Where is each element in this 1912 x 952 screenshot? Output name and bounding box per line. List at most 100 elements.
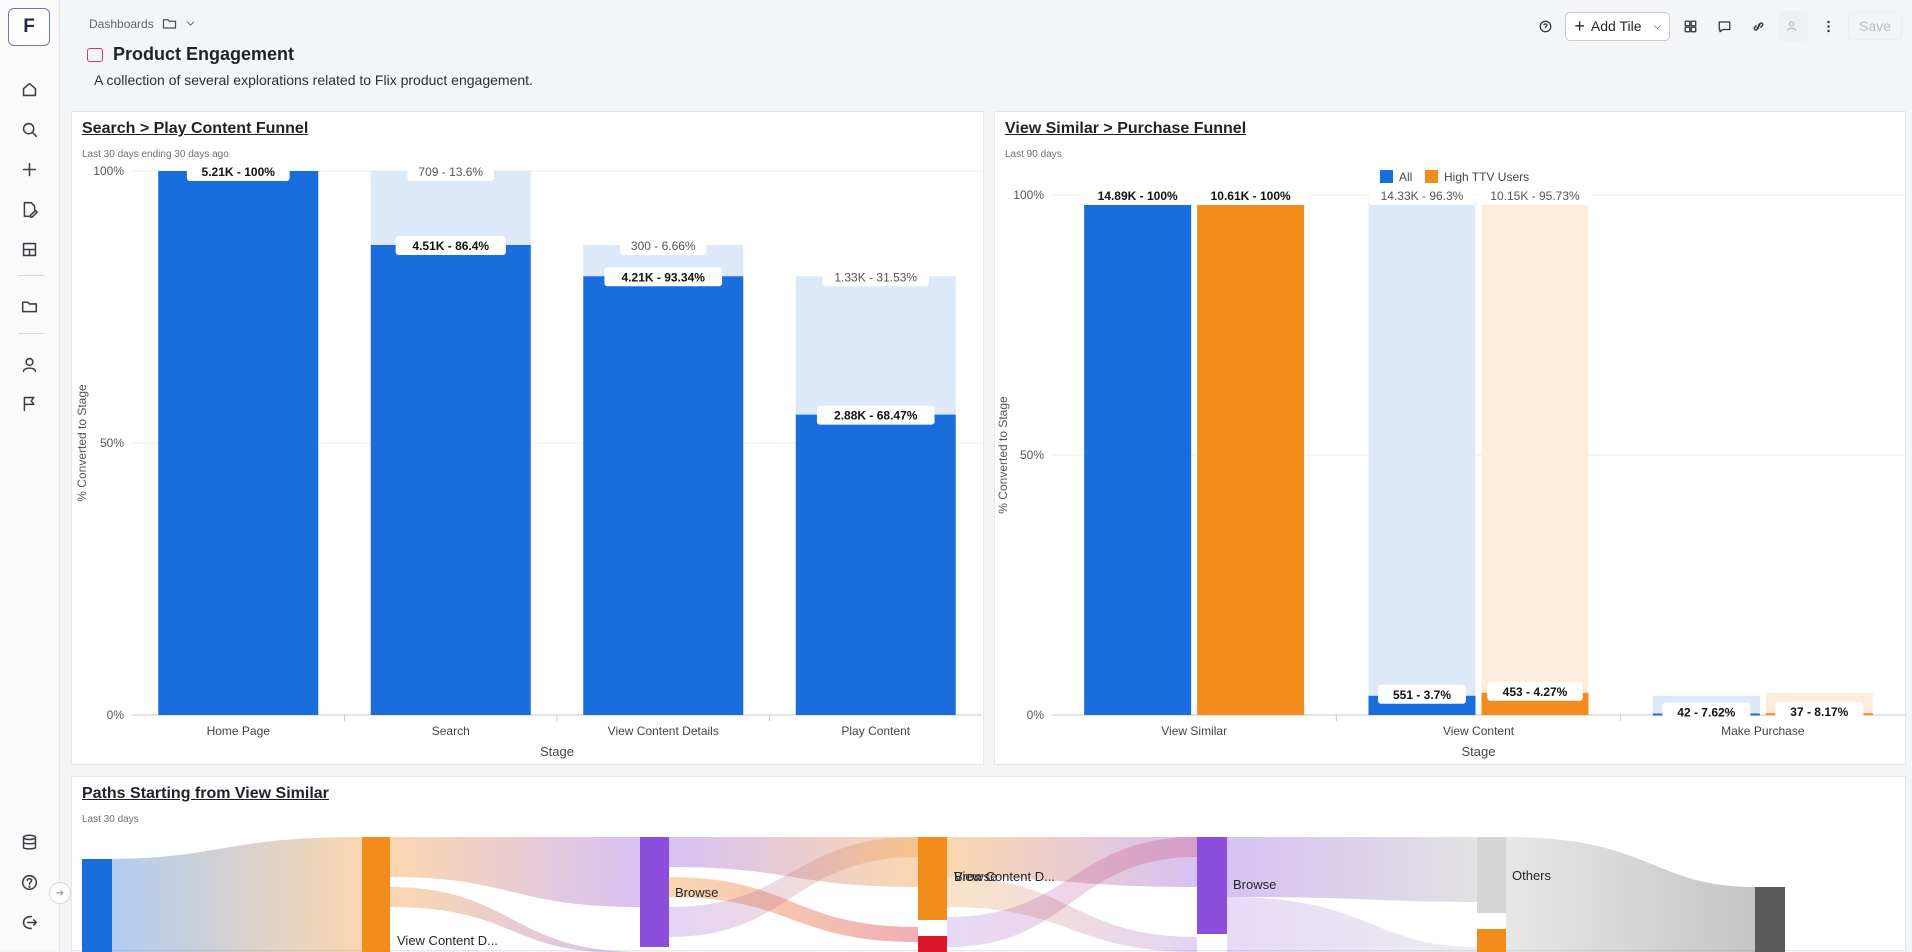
add-tile-label: Add Tile xyxy=(1590,18,1642,34)
legend-label: All xyxy=(1399,170,1412,184)
chevron-down-icon[interactable]: ⌵ xyxy=(1653,20,1662,32)
converted-data-label: 4.21K - 93.34% xyxy=(622,270,706,284)
converted-data-label-bg xyxy=(816,405,935,425)
logout-icon[interactable] xyxy=(16,909,42,935)
help-icon[interactable] xyxy=(16,869,42,895)
x-tick-label: Home Page xyxy=(207,724,271,738)
sidebar-divider xyxy=(18,275,44,276)
search-icon[interactable] xyxy=(16,116,42,142)
dropped-bar xyxy=(1368,195,1476,696)
x-tick-label: View Similar xyxy=(1161,724,1227,738)
sankey-node xyxy=(640,837,669,947)
top-bar: Dashboards Product Engagement A collecti… xyxy=(60,0,1912,88)
save-button[interactable]: Save xyxy=(1848,12,1902,40)
x-tick-label: View Content Details xyxy=(608,724,719,738)
sankey-node-label: Browse xyxy=(675,885,718,900)
database-icon[interactable] xyxy=(16,829,42,855)
sankey-node-label: Browse xyxy=(954,869,997,884)
dashboard-toolbar: + Add Tile ⌵ Save xyxy=(1531,11,1902,41)
y-axis-label: % Converted to Stage xyxy=(996,396,1010,514)
converted-data-label: 551 - 3.7% xyxy=(1393,688,1451,702)
link-icon[interactable] xyxy=(1744,12,1772,40)
sankey-flow xyxy=(947,877,1197,952)
converted-data-label: 10.61K - 100% xyxy=(1211,189,1291,203)
flag-icon[interactable] xyxy=(16,390,42,416)
converted-data-label: 37 - 8.17% xyxy=(1790,705,1848,719)
converted-bar xyxy=(1084,195,1192,715)
y-tick-label: 100% xyxy=(93,164,124,178)
sankey-node-label: View Content D... xyxy=(397,933,498,948)
sankey-node xyxy=(918,936,947,952)
sankey-node xyxy=(1477,837,1506,913)
comment-icon[interactable] xyxy=(1710,12,1738,40)
dropped-bar xyxy=(795,276,956,415)
plus-icon[interactable] xyxy=(16,156,42,182)
dropped-data-label-bg xyxy=(619,235,707,255)
y-axis-label: % Converted to Stage xyxy=(75,384,89,502)
lab-icon[interactable] xyxy=(16,236,42,262)
share-users-icon[interactable] xyxy=(1778,11,1809,41)
home-icon[interactable] xyxy=(16,76,42,102)
converted-data-label: 14.89K - 100% xyxy=(1098,189,1178,203)
y-tick-label: 0% xyxy=(1027,708,1045,722)
sankey-node xyxy=(82,859,112,952)
sankey-node xyxy=(1755,887,1785,952)
chart-title[interactable]: View Similar > Purchase Funnel xyxy=(1005,120,1247,137)
chart-subtitle: Last 30 days xyxy=(82,814,139,825)
breadcrumb: Dashboards xyxy=(89,16,196,31)
dropped-bar xyxy=(370,171,531,245)
sankey-node xyxy=(362,837,390,952)
converted-bar xyxy=(1197,195,1305,715)
page-title: Product Engagement xyxy=(113,44,295,64)
dropped-data-label-bg xyxy=(1478,186,1592,205)
dropped-data-label: 709 - 13.6% xyxy=(418,165,483,179)
chevron-down-icon[interactable] xyxy=(185,16,196,31)
converted-bar xyxy=(370,244,531,715)
funnel-chart-search-play: 100% 50% 0% % Converted to Stage Stage Home P… xyxy=(75,162,982,759)
legend-swatch-all xyxy=(1380,170,1393,183)
chart-title[interactable]: Search > Play Content Funnel xyxy=(82,120,309,137)
converted-data-label-bg xyxy=(1378,684,1466,704)
edit-document-icon[interactable] xyxy=(16,196,42,222)
sankey-flow xyxy=(390,887,640,952)
paths-card: Paths Starting from View Similar Last 30… xyxy=(71,776,1906,952)
legend-label: High TTV Users xyxy=(1444,170,1529,184)
dropped-data-label: 300 - 6.66% xyxy=(631,239,696,253)
converted-data-label-bg xyxy=(1082,186,1193,205)
folder-icon[interactable] xyxy=(162,16,177,31)
converted-data-label-bg xyxy=(186,162,290,181)
sankey-flow xyxy=(1506,837,1755,952)
collapse-sidebar-button[interactable]: ➔ xyxy=(49,882,71,904)
funnel-card-view-similar: View Similar > Purchase Funnel Last 90 d… xyxy=(994,111,1906,765)
converted-data-label-bg xyxy=(1487,681,1583,701)
more-vertical-icon[interactable] xyxy=(1814,12,1842,40)
y-tick-label: 100% xyxy=(1013,188,1044,202)
sankey-flow xyxy=(1227,897,1477,952)
help-icon[interactable] xyxy=(1531,12,1559,40)
sankey-node-label: Browse xyxy=(1233,877,1276,892)
dropped-data-label: 10.15K - 95.73% xyxy=(1490,189,1580,203)
legend-swatch-high-ttv xyxy=(1425,170,1438,183)
converted-data-label-bg xyxy=(1195,186,1306,205)
chart-subtitle: Last 90 days xyxy=(1005,149,1062,160)
folder-icon[interactable] xyxy=(16,293,42,319)
converted-data-label-bg xyxy=(395,235,506,255)
breadcrumb-dashboards[interactable]: Dashboards xyxy=(89,16,154,31)
x-tick-label: Make Purchase xyxy=(1721,724,1805,738)
chart-title[interactable]: Paths Starting from View Similar xyxy=(82,785,329,802)
funnel-card-search-play: Search > Play Content Funnel Last 30 day… xyxy=(71,111,984,765)
app-logo[interactable]: F xyxy=(8,8,50,46)
layout-grid-icon[interactable] xyxy=(1676,12,1704,40)
x-tick-label: Play Content xyxy=(841,724,910,738)
converted-data-label-bg xyxy=(604,267,723,287)
add-tile-button[interactable]: + Add Tile ⌵ xyxy=(1565,11,1671,41)
converted-bar xyxy=(583,276,744,715)
sankey-flow xyxy=(669,837,918,937)
chart-subtitle: Last 30 days ending 30 days ago xyxy=(82,149,229,160)
converted-bar xyxy=(158,171,319,715)
converted-bar xyxy=(795,414,956,715)
user-icon[interactable] xyxy=(16,351,42,377)
sankey-node xyxy=(918,837,947,920)
converted-data-label-bg xyxy=(1662,702,1751,722)
